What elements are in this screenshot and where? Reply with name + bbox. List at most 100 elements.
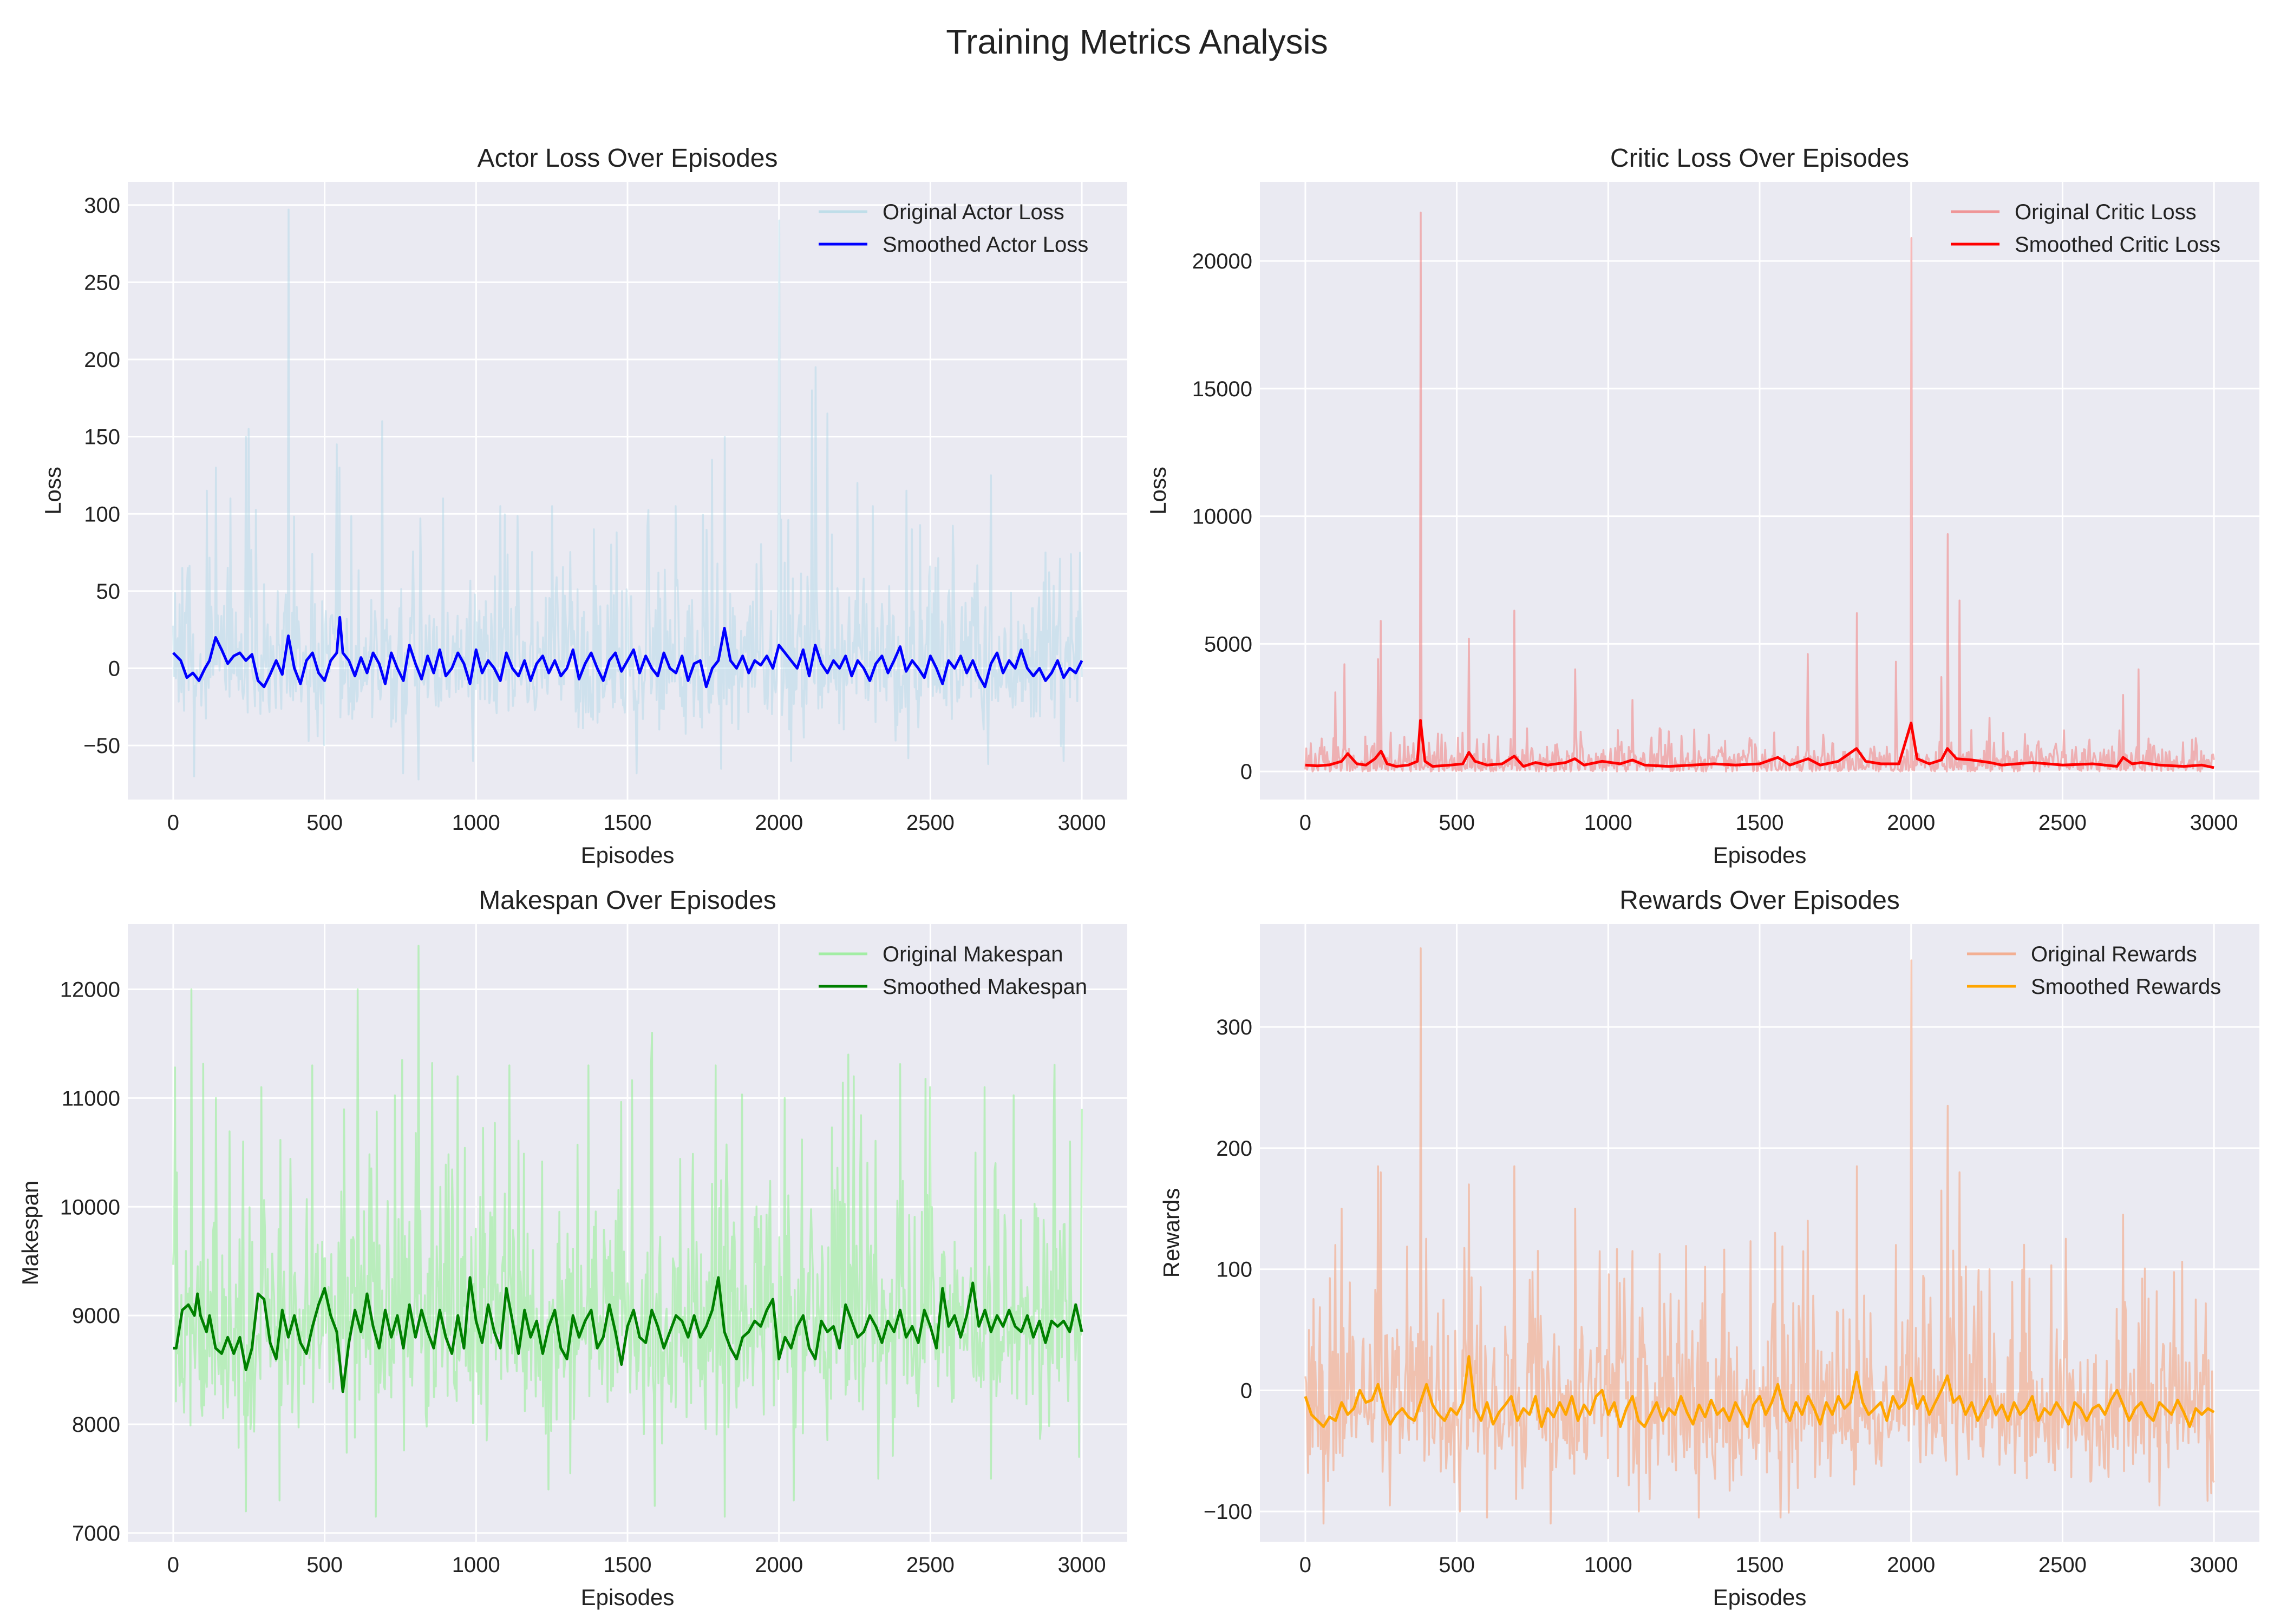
series-lines [172, 945, 1083, 1518]
original-series-line [172, 208, 1083, 781]
x-tick-label: 1500 [1736, 811, 1784, 835]
series-lines [172, 208, 1083, 781]
x-tick-label: 2000 [755, 1553, 803, 1577]
makespan-panel: 0 500 1000 1500 2000 2500 3000 7000 8000 9000 1000… [17, 886, 1127, 1610]
x-tick-label: 500 [1439, 811, 1475, 835]
original-series-line [1304, 947, 2215, 1525]
y-tick-label: 5000 [1204, 632, 1252, 656]
x-axis-label: Episodes [1713, 842, 1807, 868]
tick-labels: 0 500 1000 1500 2000 2500 3000 7000 8000 9000 1000… [60, 978, 1106, 1577]
chart-title: Makespan Over Episodes [479, 886, 776, 915]
y-tick-label: 300 [84, 194, 120, 218]
x-tick-label: 1500 [604, 1553, 652, 1577]
legend-label: Original Critic Loss [2015, 200, 2197, 224]
legend-label: Smoothed Makespan [883, 975, 1087, 999]
tick-labels: 0 500 1000 1500 2000 2500 3000 −50 0 50 100 150 200 2… [83, 194, 1106, 835]
x-tick-label: 1000 [452, 811, 500, 835]
smoothed-series-line [172, 615, 1083, 689]
chart-title: Actor Loss Over Episodes [478, 144, 778, 173]
x-axis-label: Episodes [1713, 1584, 1807, 1610]
original-series-line [172, 945, 1083, 1518]
legend-label: Original Rewards [2031, 942, 2197, 966]
y-tick-label: 20000 [1192, 250, 1252, 273]
y-tick-label: 0 [1240, 1379, 1252, 1403]
legend-label: Smoothed Critic Loss [2015, 233, 2220, 257]
y-tick-label: 8000 [72, 1413, 120, 1437]
x-tick-label: 0 [1299, 811, 1311, 835]
x-tick-label: 3000 [1058, 1553, 1106, 1577]
y-tick-label: 10000 [60, 1195, 120, 1219]
y-tick-label: 50 [96, 580, 121, 604]
y-tick-label: 15000 [1192, 377, 1252, 401]
x-tick-label: 2000 [1887, 1553, 1935, 1577]
y-tick-label: 10000 [1192, 505, 1252, 529]
y-tick-label: 0 [108, 657, 120, 681]
y-axis-label: Makespan [17, 1181, 43, 1286]
original-series-line [1304, 211, 2215, 772]
x-tick-label: 3000 [1058, 811, 1106, 835]
x-tick-label: 0 [1299, 1553, 1311, 1577]
y-tick-label: 150 [84, 425, 120, 449]
chart-title: Critic Loss Over Episodes [1610, 144, 1909, 173]
y-tick-label: −50 [83, 734, 120, 758]
x-tick-label: 1000 [452, 1553, 500, 1577]
x-tick-label: 2000 [1887, 811, 1935, 835]
x-tick-label: 1500 [604, 811, 652, 835]
series-lines [1304, 947, 2215, 1525]
legend: Original Critic Loss Smoothed Critic Loss [1951, 200, 2220, 257]
x-tick-label: 500 [306, 1553, 343, 1577]
legend-label: Original Actor Loss [883, 200, 1064, 224]
y-tick-label: 0 [1240, 760, 1252, 784]
y-tick-label: 100 [84, 502, 120, 526]
x-tick-label: 3000 [2190, 811, 2238, 835]
x-tick-label: 2000 [755, 811, 803, 835]
y-tick-label: 100 [1216, 1258, 1252, 1282]
y-tick-label: 9000 [72, 1304, 120, 1328]
critic-loss-panel: 0 500 1000 1500 2000 2500 3000 0 5000 10000 15000 2… [1145, 144, 2259, 868]
legend-label: Smoothed Rewards [2031, 975, 2221, 999]
x-tick-label: 2500 [906, 1553, 955, 1577]
y-tick-label: 200 [1216, 1137, 1252, 1161]
smoothed-series-line [1305, 719, 2214, 769]
legend: Original Actor Loss Smoothed Actor Loss [819, 200, 1088, 257]
legend-label: Original Makespan [883, 942, 1063, 966]
x-tick-label: 500 [306, 811, 343, 835]
legend: Original Rewards Smoothed Rewards [1967, 942, 2221, 999]
x-tick-label: 2500 [906, 811, 955, 835]
legend: Original Makespan Smoothed Makespan [819, 942, 1087, 999]
x-tick-label: 1000 [1584, 1553, 1632, 1577]
x-tick-label: 3000 [2190, 1553, 2238, 1577]
y-axis-label: Rewards [1159, 1188, 1184, 1278]
x-tick-label: 0 [167, 1553, 179, 1577]
smoothed-series-line [1304, 1355, 2215, 1428]
x-tick-label: 0 [167, 811, 179, 835]
x-axis-label: Episodes [581, 1584, 675, 1610]
y-axis-label: Loss [40, 467, 66, 515]
x-tick-label: 2500 [2038, 1553, 2087, 1577]
gridlines [128, 182, 1127, 800]
x-axis-label: Episodes [581, 842, 675, 868]
chart-title: Rewards Over Episodes [1619, 886, 1900, 915]
y-tick-label: 300 [1216, 1016, 1252, 1039]
x-tick-label: 2500 [2038, 811, 2087, 835]
smoothed-series-line [173, 1276, 1083, 1393]
series-lines [1304, 211, 2215, 772]
figure-title: Training Metrics Analysis [946, 22, 1328, 61]
y-tick-label: 200 [84, 348, 120, 372]
y-tick-label: 250 [84, 271, 120, 294]
y-axis-label: Loss [1145, 467, 1171, 515]
legend-label: Smoothed Actor Loss [883, 233, 1088, 257]
y-tick-label: 7000 [72, 1522, 120, 1546]
y-tick-label: 11000 [62, 1086, 120, 1110]
x-tick-label: 1500 [1736, 1553, 1784, 1577]
actor-loss-panel: 0 500 1000 1500 2000 2500 3000 −50 0 50 100 150 200 2… [40, 144, 1127, 868]
y-tick-label: −100 [1204, 1500, 1252, 1524]
gridlines [1260, 182, 2259, 800]
tick-labels: 0 500 1000 1500 2000 2500 3000 0 5000 10000 15000 2… [1192, 250, 2238, 835]
y-tick-label: 12000 [60, 978, 120, 1002]
tick-labels: 0 500 1000 1500 2000 2500 3000 −100 0 100 200 300 [1204, 1016, 2238, 1577]
x-tick-label: 500 [1439, 1553, 1475, 1577]
x-tick-label: 1000 [1584, 811, 1632, 835]
